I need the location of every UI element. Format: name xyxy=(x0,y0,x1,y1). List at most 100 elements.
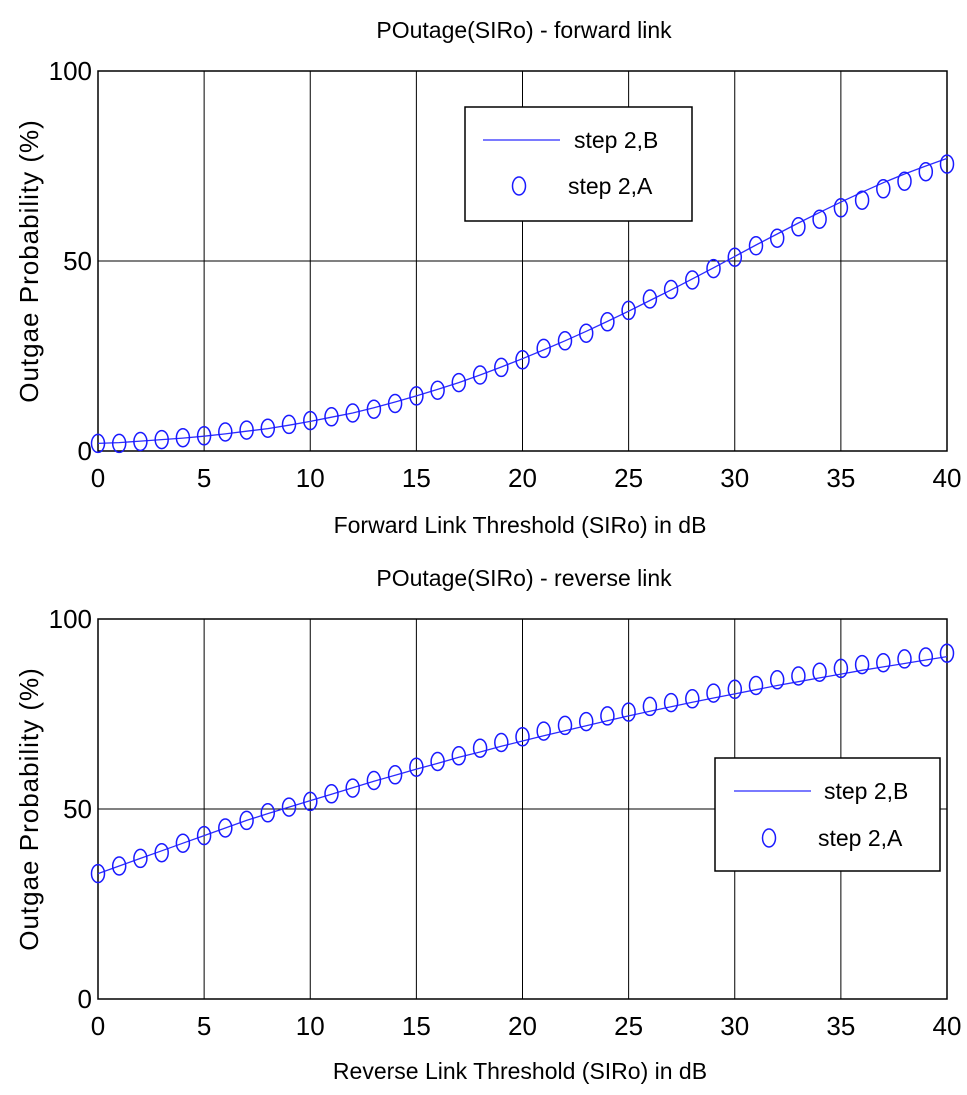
legend-box xyxy=(714,757,941,872)
data-point-marker xyxy=(854,190,870,210)
x-tick-label: 15 xyxy=(402,1011,431,1041)
y-tick-label: 50 xyxy=(63,246,92,276)
data-point-marker xyxy=(769,228,785,248)
data-point-marker xyxy=(706,683,721,703)
data-point-marker xyxy=(769,670,785,690)
data-point-marker xyxy=(578,711,594,732)
chart-title: POutage(SIRo) - forward link xyxy=(376,17,672,43)
data-point-marker xyxy=(812,662,827,682)
data-point-marker xyxy=(239,420,254,440)
data-point-marker xyxy=(345,778,360,798)
data-point-marker xyxy=(90,863,106,884)
data-point-marker xyxy=(239,810,254,831)
legend-label-marker: step 2,A xyxy=(568,173,653,199)
data-point-marker xyxy=(111,856,127,876)
data-point-marker xyxy=(387,765,403,785)
data-point-marker xyxy=(281,797,297,817)
x-tick-label: 10 xyxy=(296,1011,325,1041)
data-point-marker xyxy=(663,279,679,300)
chart-panel-reverse: POutage(SIRo) - reverse link 0 50 100 0 5 10… xyxy=(14,565,961,1084)
y-tick-labels: 0 50 100 xyxy=(49,604,92,1014)
legend-box xyxy=(464,106,693,222)
x-tick-label: 20 xyxy=(508,1011,537,1041)
data-point-marker xyxy=(472,738,488,758)
legend-label-marker: step 2,A xyxy=(818,825,903,851)
legend-marker-swatch xyxy=(761,828,777,848)
data-point-marker xyxy=(324,784,339,804)
data-point-marker xyxy=(706,258,721,279)
data-point-marker xyxy=(218,422,233,442)
data-point-marker xyxy=(621,300,636,321)
data-point-marker xyxy=(196,426,212,446)
x-tick-label: 40 xyxy=(933,1011,962,1041)
data-point-marker xyxy=(621,702,636,722)
y-axis-label: Outgae Probability (%) xyxy=(14,119,44,403)
data-point-marker xyxy=(515,727,530,747)
y-tick-label: 0 xyxy=(78,984,92,1014)
data-point-marker xyxy=(494,732,509,753)
data-point-marker xyxy=(833,658,849,679)
data-point-marker xyxy=(451,746,467,766)
data-point-marker xyxy=(557,331,573,351)
data-point-marker xyxy=(897,649,912,669)
y-tick-label: 0 xyxy=(78,436,92,466)
data-point-marker xyxy=(133,431,148,452)
legend-label-line: step 2,B xyxy=(824,778,908,804)
data-point-marker xyxy=(600,706,615,726)
data-point-marker xyxy=(727,679,743,700)
data-point-marker xyxy=(536,338,551,359)
legend: step 2,B step 2,A xyxy=(464,106,693,222)
y-tick-label: 100 xyxy=(49,56,92,86)
data-point-marker xyxy=(791,666,806,686)
data-point-marker xyxy=(939,154,955,174)
data-point-marker xyxy=(727,247,743,267)
data-point-marker xyxy=(345,403,360,423)
series-group xyxy=(90,154,955,454)
x-tick-label: 0 xyxy=(91,1011,105,1041)
legend: step 2,B step 2,A xyxy=(714,757,941,872)
data-point-marker xyxy=(154,429,169,450)
data-point-marker xyxy=(557,715,573,736)
data-point-marker xyxy=(918,161,934,182)
data-point-marker xyxy=(600,312,615,332)
data-point-marker xyxy=(515,350,530,370)
chart-panel-forward: POutage(SIRo) - forward link 0 50 100 0 5 10… xyxy=(14,17,961,538)
data-point-marker xyxy=(685,270,700,290)
data-point-marker xyxy=(685,689,700,709)
legend-marker-swatch xyxy=(511,176,527,196)
data-point-marker xyxy=(812,209,827,229)
data-point-marker xyxy=(748,675,764,696)
x-tick-label: 35 xyxy=(826,1011,855,1041)
series-line-step-2-b xyxy=(97,655,948,875)
data-point-marker xyxy=(748,236,764,256)
data-point-marker xyxy=(642,696,658,717)
series-group xyxy=(90,643,955,884)
data-point-marker xyxy=(281,414,297,435)
data-point-marker xyxy=(154,842,169,863)
data-point-marker xyxy=(876,652,891,673)
data-point-marker xyxy=(260,418,276,438)
x-tick-label: 20 xyxy=(508,463,537,493)
x-tick-labels: 0 5 10 15 20 25 30 35 40 xyxy=(91,463,962,493)
data-point-marker xyxy=(939,643,955,663)
x-tick-label: 30 xyxy=(720,1011,749,1041)
x-tick-label: 0 xyxy=(91,463,105,493)
data-point-marker xyxy=(133,848,148,869)
data-point-marker xyxy=(218,818,233,838)
x-tick-label: 15 xyxy=(402,463,431,493)
y-tick-label: 50 xyxy=(63,794,92,824)
data-point-marker xyxy=(494,357,509,378)
data-point-marker xyxy=(536,721,551,741)
data-point-marker xyxy=(196,825,212,846)
data-point-marker xyxy=(175,427,191,448)
data-point-marker xyxy=(430,751,445,772)
x-axis-label: Reverse Link Threshold (SIRo) in dB xyxy=(333,1058,707,1084)
legend-label-line: step 2,B xyxy=(574,127,658,153)
x-tick-label: 35 xyxy=(826,463,855,493)
data-point-marker xyxy=(854,654,870,675)
data-point-marker xyxy=(578,323,594,343)
data-point-marker xyxy=(90,433,106,454)
data-point-marker xyxy=(387,393,403,414)
x-tick-label: 25 xyxy=(614,463,643,493)
data-point-marker xyxy=(409,757,424,777)
